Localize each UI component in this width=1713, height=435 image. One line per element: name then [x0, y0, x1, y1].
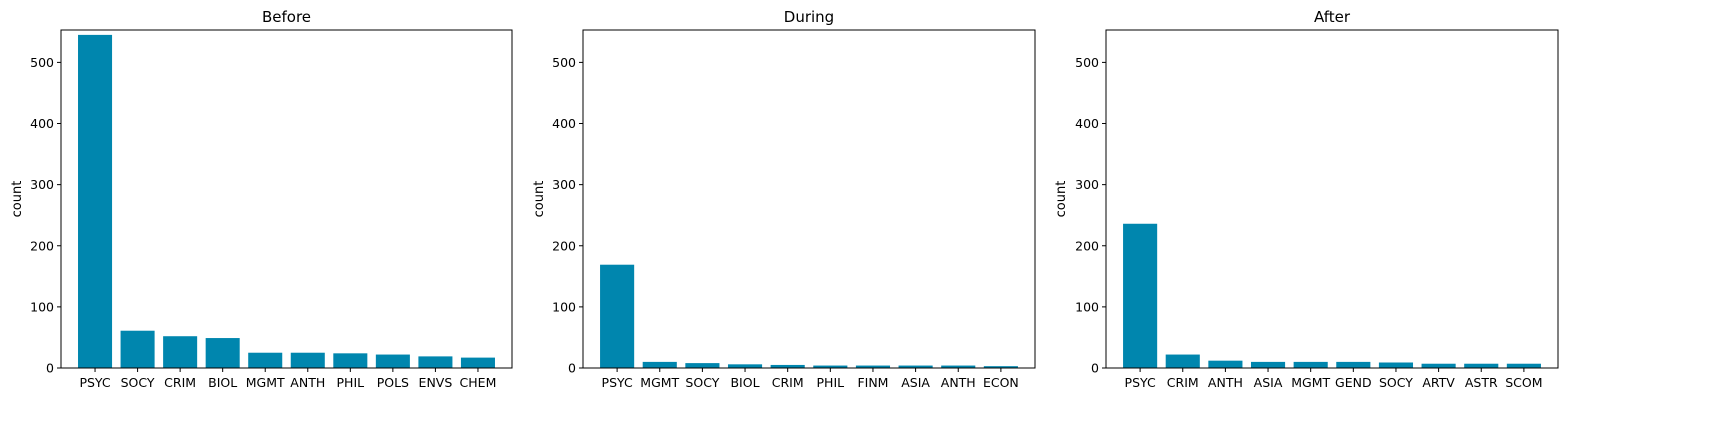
y-tick-label: 400: [1075, 116, 1099, 131]
bar: [1378, 362, 1414, 368]
x-tick-label: MGMT: [640, 375, 679, 390]
x-tick-label: POLS: [377, 375, 409, 390]
y-tick-label: 100: [552, 299, 576, 314]
plot-area: PSYC CRIM ANTH ASIA MGMT GEND SOCY ARTV ASTR SCOM…: [1075, 29, 1559, 390]
x-tick-label: SOCY: [121, 375, 155, 390]
bar: [1421, 363, 1456, 368]
x-tick-label: BIOL: [730, 375, 759, 390]
y-tick-label: 400: [552, 116, 576, 131]
x-tick-label: PHIL: [337, 375, 365, 390]
x-tick-label: ASTR: [1465, 375, 1498, 390]
x-tick-label: ANTH: [290, 375, 325, 390]
x-tick-label: MGMT: [246, 375, 285, 390]
bar: [1293, 361, 1328, 368]
y-tick-label: 500: [552, 55, 576, 70]
x-tick-label: ANTH: [1208, 375, 1243, 390]
x-tick-label: CRIM: [164, 375, 196, 390]
y-tick-label: 0: [1091, 361, 1099, 376]
y-tick-label: 0: [46, 361, 54, 376]
bar: [855, 365, 891, 368]
y-tick-label: 200: [30, 238, 54, 253]
y-axis-label: count: [10, 181, 25, 218]
x-tick-label: ECON: [983, 375, 1019, 390]
axes-frame: [60, 29, 513, 369]
x-tick-label: ASIA: [901, 375, 930, 390]
y-tick-label: 300: [30, 177, 54, 192]
panel-title: During: [784, 8, 834, 26]
x-tick-label: ENVS: [419, 375, 453, 390]
x-tick-label: GEND: [1335, 375, 1372, 390]
bar: [460, 357, 495, 368]
y-tick-label: 200: [1075, 238, 1099, 253]
bar: [1336, 361, 1371, 368]
bar: [205, 338, 240, 368]
bar: [600, 264, 635, 368]
y-tick-label: 300: [552, 177, 576, 192]
y-tick-label: 100: [30, 299, 54, 314]
y-tick-label: 0: [568, 361, 576, 376]
panel-after: After count PSYC CRIM ANTH ASIA MGMT GEND SOCY…: [1054, 8, 1559, 390]
x-tick-label: PSYC: [1125, 375, 1156, 390]
axes-frame: [582, 29, 1036, 369]
bar: [333, 353, 368, 368]
bar: [983, 366, 1018, 368]
bar: [290, 352, 325, 368]
x-tick-label: PHIL: [817, 375, 845, 390]
bar: [941, 365, 976, 368]
y-tick-label: 500: [1075, 55, 1099, 70]
x-tick-label: BIOL: [208, 375, 237, 390]
x-tick-label: FINM: [857, 375, 888, 390]
panel-title: After: [1314, 8, 1351, 26]
y-axis-label: count: [1054, 181, 1069, 218]
plot-area: PSYC MGMT SOCY BIOL CRIM PHIL FINM ASIA ANTH ECON…: [552, 29, 1036, 390]
x-tick-label: SCOM: [1505, 375, 1542, 390]
bar: [163, 336, 198, 368]
x-tick-label: MGMT: [1291, 375, 1330, 390]
y-tick-label: 400: [30, 116, 54, 131]
bar: [375, 354, 410, 368]
x-tick-label: CHEM: [460, 375, 497, 390]
bar: [1165, 354, 1200, 368]
bar: [78, 34, 113, 368]
bar: [813, 365, 848, 368]
bar: [642, 361, 677, 368]
bar: [418, 356, 453, 368]
axes-frame: [1105, 29, 1559, 369]
bar: [727, 364, 763, 368]
panel-during: During count PSYC MGMT SOCY BIOL CRIM PHIL FIN…: [532, 8, 1036, 390]
bar: [1250, 361, 1286, 368]
bar: [120, 330, 155, 368]
x-tick-label: SOCY: [1379, 375, 1413, 390]
y-tick-label: 500: [30, 55, 54, 70]
bar: [248, 352, 283, 368]
x-tick-label: CRIM: [1167, 375, 1199, 390]
bar: [1506, 363, 1541, 368]
x-tick-label: SOCY: [685, 375, 719, 390]
bar: [1123, 223, 1158, 368]
bar: [1208, 360, 1243, 368]
plot-area: PSYC SOCY CRIM BIOL MGMT ANTH PHIL POLS ENVS CHEM…: [30, 29, 513, 390]
panel-title: Before: [262, 8, 311, 26]
bar: [770, 364, 805, 368]
x-tick-label: ASIA: [1254, 375, 1283, 390]
x-tick-label: CRIM: [772, 375, 804, 390]
bar: [898, 365, 933, 368]
y-tick-label: 200: [552, 238, 576, 253]
panel-before: Before count PSYC SOCY CRIM BIOL MGMT ANTH PHI…: [10, 8, 513, 390]
bar: [685, 363, 720, 368]
y-tick-label: 300: [1075, 177, 1099, 192]
bar: [1464, 363, 1499, 368]
y-axis-label: count: [532, 181, 547, 218]
x-tick-label: PSYC: [79, 375, 110, 390]
x-tick-label: PSYC: [602, 375, 633, 390]
x-tick-label: ANTH: [941, 375, 976, 390]
y-tick-label: 100: [1075, 299, 1099, 314]
x-tick-label: ARTV: [1422, 375, 1455, 390]
